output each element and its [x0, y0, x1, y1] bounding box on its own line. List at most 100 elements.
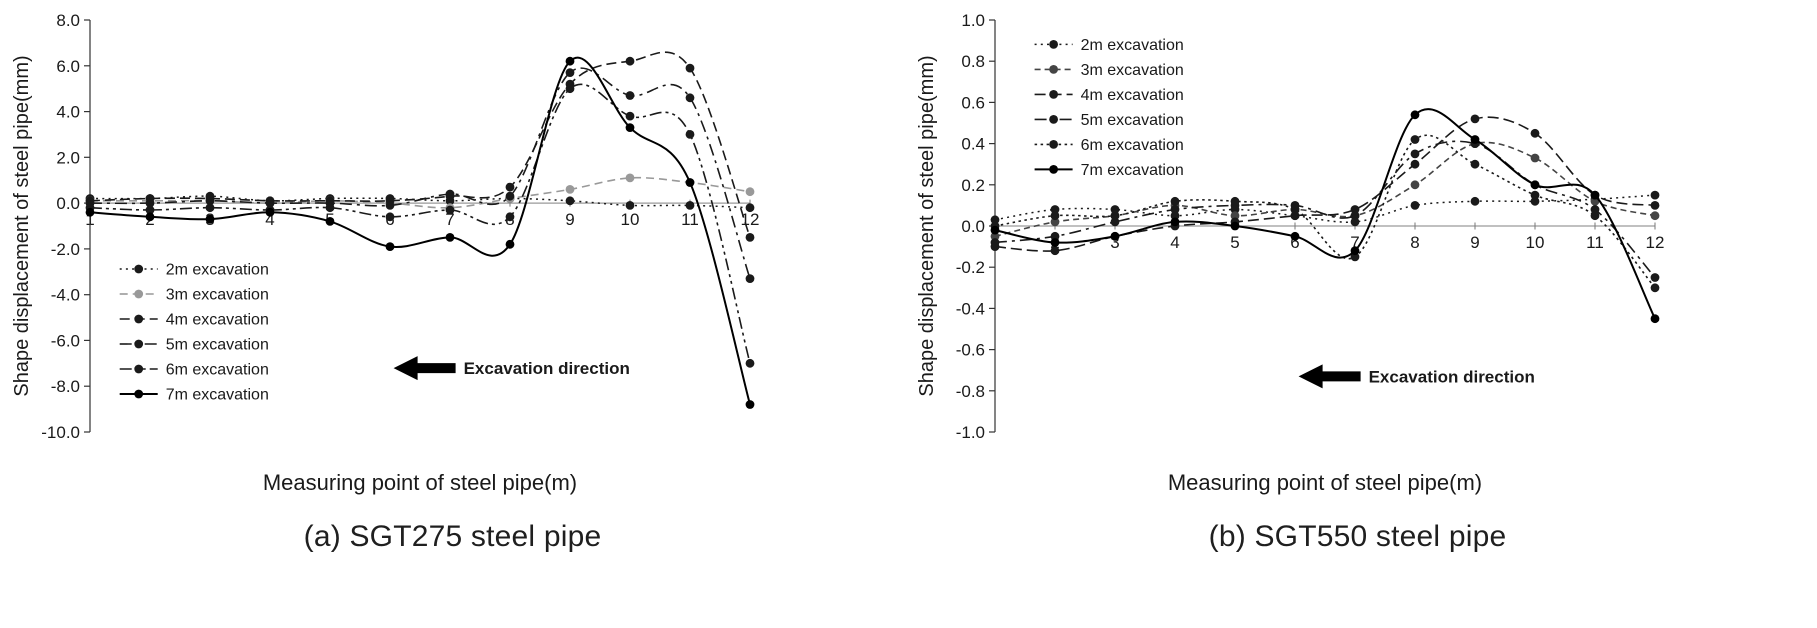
x-axis-title: Measuring point of steel pipe(m): [262, 470, 576, 495]
data-point-marker: [1530, 196, 1539, 206]
data-point-marker: [1290, 205, 1299, 214]
data-point-marker: [505, 212, 514, 222]
data-point-marker: [1230, 221, 1239, 231]
y-tick-label: 0.4: [961, 135, 985, 154]
data-point-marker: [1290, 211, 1299, 221]
data-point-marker: [1050, 205, 1059, 214]
data-point-marker: [1050, 231, 1059, 241]
data-point-marker: [1530, 153, 1539, 163]
data-point-marker: [385, 212, 394, 222]
data-point-marker: [1470, 135, 1479, 144]
chart-panel-a: 1234567891011128.06.04.02.00.0-2.0-4.0-6…: [0, 4, 905, 554]
legend-marker: [133, 389, 143, 399]
y-tick-label: -0.4: [955, 299, 984, 318]
y-tick-label: 8.0: [56, 11, 80, 30]
y-tick-label: 2.0: [56, 148, 80, 167]
data-point-marker: [745, 233, 754, 242]
y-tick-label: 0.2: [961, 176, 985, 195]
chart-panel-b: 1234567891011121.00.80.60.40.20.0-0.2-0.…: [905, 4, 1810, 554]
data-point-marker: [1410, 201, 1419, 210]
data-point-marker: [1650, 211, 1659, 221]
excavation-direction-annotation: Excavation direction: [393, 356, 629, 381]
x-tick-label: 9: [565, 210, 574, 229]
y-tick-label: -4.0: [50, 286, 79, 305]
axes: 1234567891011128.06.04.02.00.0-2.0-4.0-6…: [41, 11, 759, 442]
data-point-marker: [385, 201, 394, 210]
data-point-marker: [1470, 159, 1479, 169]
data-point-marker: [685, 201, 694, 210]
data-point-marker: [1410, 135, 1419, 144]
data-point-marker: [265, 207, 274, 217]
x-tick-label: 12: [1645, 233, 1664, 252]
x-tick-label: 12: [740, 210, 759, 229]
x-tick-label: 5: [1230, 233, 1239, 252]
data-point-marker: [625, 91, 634, 100]
figure-two-charts: 12 3 4 5 6 7 8 9 10 11 12 8.0 6.0 4.0 2.0 0.0 -2.0 -4.0 -6…: [0, 4, 1810, 554]
data-point-marker: [505, 182, 514, 192]
data-point-marker: [1050, 217, 1059, 227]
data-point-marker: [385, 242, 394, 252]
chart-sgt275: 1234567891011128.06.04.02.00.0-2.0-4.0-6…: [8, 4, 898, 504]
data-point-marker: [1590, 211, 1599, 221]
y-tick-label: 4.0: [56, 103, 80, 122]
data-point-marker: [1530, 180, 1539, 190]
data-point-marker: [1110, 205, 1119, 214]
series-7m-excavation: [85, 56, 754, 409]
data-point-marker: [1410, 149, 1419, 159]
annotation-text: Excavation direction: [1368, 367, 1534, 386]
legend-marker: [1048, 40, 1058, 49]
legend-marker: [133, 364, 143, 374]
data-point-marker: [685, 130, 694, 139]
x-tick-label: 6: [1290, 233, 1299, 252]
data-point-marker: [990, 215, 999, 225]
x-tick-label: 4: [1170, 233, 1179, 252]
caption-b: (b) SGT550 steel pipe: [1208, 520, 1507, 553]
data-point-marker: [1170, 211, 1179, 221]
data-point-marker: [745, 274, 754, 283]
data-point-marker: [1650, 283, 1659, 293]
legend-marker: [1048, 90, 1058, 99]
data-point-marker: [1650, 201, 1659, 210]
data-point-marker: [1350, 217, 1359, 227]
data-point-marker: [1470, 196, 1479, 206]
data-point-marker: [1350, 211, 1359, 221]
y-tick-label: 6.0: [56, 57, 80, 76]
data-point-marker: [1410, 180, 1419, 190]
legend-label: 2m excavation: [1080, 37, 1183, 54]
data-point-marker: [990, 225, 999, 235]
data-point-marker: [1170, 205, 1179, 214]
series-5m-excavation: [85, 67, 754, 283]
series-7m-excavation: [990, 108, 1659, 324]
y-tick-label: -1.0: [955, 423, 984, 442]
data-point-marker: [1110, 217, 1119, 227]
data-point-marker: [625, 56, 634, 66]
data-point-marker: [745, 358, 754, 368]
data-point-marker: [1050, 246, 1059, 256]
chart-canvas: 1234567891011128.06.04.02.00.0-2.0-4.0-6…: [11, 11, 759, 495]
data-point-marker: [205, 203, 214, 213]
data-point-marker: [325, 217, 334, 226]
caption-a: (a) SGT275 steel pipe: [303, 520, 602, 553]
x-tick-label: 7: [1350, 233, 1359, 252]
data-point-marker: [1230, 196, 1239, 206]
data-point-marker: [1350, 205, 1359, 214]
data-point-marker: [990, 231, 999, 241]
data-point-marker: [1170, 217, 1179, 227]
y-tick-label: 0.0: [56, 194, 80, 213]
data-point-marker: [745, 400, 754, 409]
x-tick-label: 7: [445, 210, 454, 229]
y-tick-label: 0.6: [961, 93, 985, 112]
data-point-marker: [1050, 211, 1059, 221]
data-point-marker: [685, 178, 694, 187]
x-tick-label: 9: [1470, 233, 1479, 252]
data-point-marker: [1350, 252, 1359, 262]
legend-label: 7m excavation: [1080, 162, 1183, 179]
data-point-marker: [145, 212, 154, 222]
data-point-marker: [505, 239, 514, 249]
legend: 2m excavation 3m excavation 4m excavation 5…: [119, 262, 268, 404]
data-point-marker: [1110, 211, 1119, 221]
data-point-marker: [565, 185, 574, 194]
legend-label: 5m excavation: [1080, 112, 1183, 129]
data-point-marker: [1590, 205, 1599, 214]
series-2m-excavation: [990, 190, 1659, 227]
